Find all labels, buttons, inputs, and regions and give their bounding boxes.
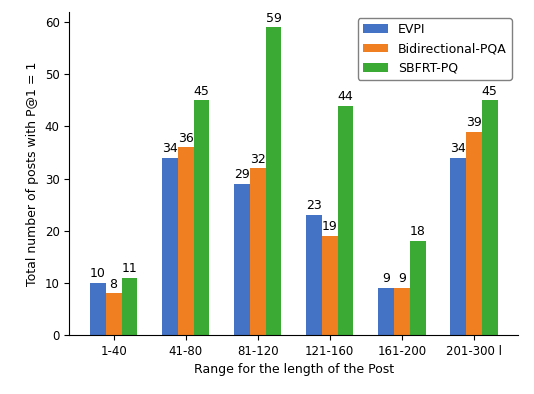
Text: 11: 11 <box>122 262 137 275</box>
Text: 44: 44 <box>337 90 354 103</box>
Text: 34: 34 <box>450 142 466 155</box>
Text: 29: 29 <box>234 168 250 181</box>
Bar <box>250 168 265 335</box>
X-axis label: Range for the length of the Post: Range for the length of the Post <box>194 363 394 376</box>
Text: 45: 45 <box>482 85 498 98</box>
Bar <box>394 288 410 335</box>
Bar <box>337 106 354 335</box>
Bar <box>265 28 281 335</box>
Bar <box>450 158 466 335</box>
Bar <box>234 184 250 335</box>
Text: 8: 8 <box>109 278 117 291</box>
Bar <box>90 283 106 335</box>
Bar <box>122 278 137 335</box>
Text: 23: 23 <box>306 199 322 212</box>
Bar <box>482 100 498 335</box>
Bar <box>178 147 193 335</box>
Bar <box>106 293 122 335</box>
Text: 32: 32 <box>250 152 265 165</box>
Bar <box>306 215 322 335</box>
Bar <box>378 288 394 335</box>
Text: 39: 39 <box>466 116 482 129</box>
Bar <box>322 236 337 335</box>
Text: 34: 34 <box>162 142 178 155</box>
Text: 9: 9 <box>398 272 406 285</box>
Text: 59: 59 <box>265 12 281 25</box>
Text: 45: 45 <box>193 85 209 98</box>
Bar <box>466 132 482 335</box>
Text: 10: 10 <box>90 267 106 280</box>
Text: 19: 19 <box>322 220 337 233</box>
Bar <box>162 158 178 335</box>
Bar <box>193 100 209 335</box>
Text: 18: 18 <box>410 225 426 238</box>
Legend: EVPI, Bidirectional-PQA, SBFRT-PQ: EVPI, Bidirectional-PQA, SBFRT-PQ <box>358 18 512 80</box>
Bar <box>410 241 426 335</box>
Text: 36: 36 <box>178 132 193 145</box>
Y-axis label: Total number of posts with P@1 = 1: Total number of posts with P@1 = 1 <box>26 61 40 286</box>
Text: 9: 9 <box>382 272 390 285</box>
